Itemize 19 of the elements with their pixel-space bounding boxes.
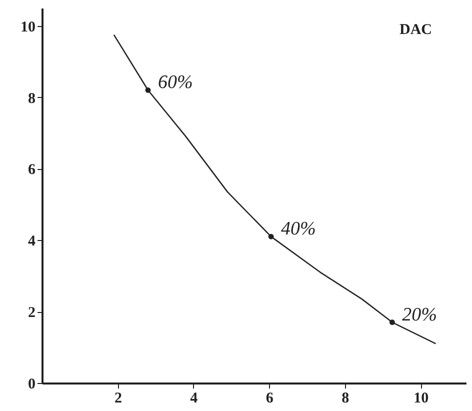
y-tick-label: 0 (28, 376, 36, 392)
annotation: DAC (400, 22, 432, 38)
x-tick-label: 8 (342, 390, 350, 406)
annotation: 60% (158, 72, 193, 94)
x-tick-label: 10 (414, 390, 429, 406)
y-tick-label: 4 (28, 234, 36, 250)
point (145, 87, 151, 93)
x-tick-label: 6 (266, 390, 274, 406)
line-series (113, 34, 436, 344)
y-tick-label: 6 (28, 162, 36, 178)
y-tick-label: 8 (28, 90, 36, 107)
annotation: 20% (402, 304, 438, 326)
y-tick-label: 10 (20, 19, 36, 36)
annotation: 40% (281, 218, 316, 240)
y-tick-label: 2 (28, 305, 36, 322)
x-tick-label: 2 (114, 390, 122, 406)
point (389, 320, 395, 326)
x-tick-label: 4 (190, 390, 198, 406)
point (268, 234, 274, 240)
